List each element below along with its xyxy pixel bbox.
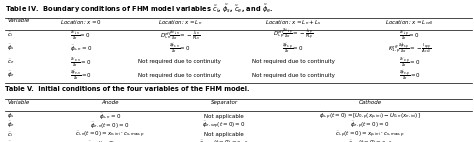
Text: Location: $x = L_n + L_s$: Location: $x = L_n + L_s$	[265, 18, 321, 27]
Text: $K_{1,p}^{eff} \frac{\partial \tilde{\phi}_{s,p}}{\partial x} = -\frac{I_{app}}{: $K_{1,p}^{eff} \frac{\partial \tilde{\ph…	[388, 41, 431, 55]
Text: $\tilde{c}_{e,n}(t=0) = c_{e,0}$: $\tilde{c}_{e,n}(t=0) = c_{e,0}$	[87, 140, 132, 142]
Text: Not required due to continuity: Not required due to continuity	[138, 59, 221, 64]
Text: $\tilde{c}_{e,sep}(t=0) = c_{e,0}$: $\tilde{c}_{e,sep}(t=0) = c_{e,0}$	[200, 139, 249, 142]
Text: $\tilde{\phi}_s$: $\tilde{\phi}_s$	[7, 111, 15, 121]
Text: Location: $x = L_n$: Location: $x = L_n$	[158, 18, 202, 27]
Text: Table IV.  Boundary conditions of FHM model variables $\tilde{c}_i$, $\tilde{\ph: Table IV. Boundary conditions of FHM mod…	[5, 2, 273, 15]
Text: Not required due to continuity: Not required due to continuity	[252, 73, 335, 78]
Text: $\tilde{c}_i$: $\tilde{c}_i$	[7, 30, 13, 39]
Text: Cathode: Cathode	[358, 100, 382, 105]
Text: Not required due to continuity: Not required due to continuity	[138, 73, 221, 78]
Text: $\tilde{\phi}_{e,n}(t=0) = 0$: $\tilde{\phi}_{e,n}(t=0) = 0$	[90, 121, 129, 130]
Text: Not required due to continuity: Not required due to continuity	[252, 59, 335, 64]
Text: Table V.  Initial conditions of the four variables of the FHM model.: Table V. Initial conditions of the four …	[5, 86, 249, 92]
Text: $\frac{\partial \tilde{c}_{e,n}}{\partial x} = 0$: $\frac{\partial \tilde{c}_{e,n}}{\partia…	[70, 55, 91, 69]
Text: $\frac{\partial \tilde{c}_{i,p}}{\partial x} = 0$: $\frac{\partial \tilde{c}_{i,p}}{\partia…	[400, 28, 420, 42]
Text: $\tilde{\phi}_e$: $\tilde{\phi}_e$	[7, 70, 15, 80]
Text: $\tilde{c}_e$: $\tilde{c}_e$	[7, 139, 14, 142]
Text: $\tilde{\phi}_{s,n} = 0$: $\tilde{\phi}_{s,n} = 0$	[99, 111, 121, 121]
Text: $D_{i,n}^{eff} \frac{\partial \tilde{c}_{i,n}}{\partial x} = -\frac{j_{i,n}}{PL_: $D_{i,n}^{eff} \frac{\partial \tilde{c}_…	[160, 28, 200, 42]
Text: $\tilde{\phi}_{e,sep}(t=0) = 0$: $\tilde{\phi}_{e,sep}(t=0) = 0$	[202, 120, 246, 131]
Text: $\frac{\partial \tilde{c}_{e,p}}{\partial x} = 0$: $\frac{\partial \tilde{c}_{e,p}}{\partia…	[399, 55, 420, 69]
Text: $\tilde{\phi}_{e,p}(t=0) = 0$: $\tilde{\phi}_{e,p}(t=0) = 0$	[350, 120, 390, 131]
Text: $\frac{\partial \tilde{\phi}_{s,p}}{\partial x} = 0$: $\frac{\partial \tilde{\phi}_{s,p}}{\par…	[282, 41, 304, 55]
Text: Location: $x = L_{cell}$: Location: $x = L_{cell}$	[385, 18, 434, 27]
Text: $\tilde{\phi}_s$: $\tilde{\phi}_s$	[7, 43, 15, 53]
Text: $\tilde{c}_{e,p}(t=0) = c_{e,0}$: $\tilde{c}_{e,p}(t=0) = c_{e,0}$	[347, 139, 392, 142]
Text: Anode: Anode	[101, 100, 118, 105]
Text: $\tilde{c}_i$: $\tilde{c}_i$	[7, 130, 13, 139]
Text: Variable: Variable	[7, 18, 29, 23]
Text: Variable: Variable	[7, 100, 29, 105]
Text: Not applicable: Not applicable	[204, 113, 244, 119]
Text: $\frac{\partial \tilde{\phi}_{e,p}}{\partial x} = 0$: $\frac{\partial \tilde{\phi}_{e,p}}{\par…	[399, 68, 421, 82]
Text: Separator: Separator	[210, 100, 238, 105]
Text: $\tilde{\phi}_{s,n} = 0$: $\tilde{\phi}_{s,n} = 0$	[70, 44, 91, 53]
Text: $\tilde{\phi}_e$: $\tilde{\phi}_e$	[7, 120, 15, 130]
Text: $\frac{\partial \tilde{\phi}_{e,n}}{\partial x} = 0$: $\frac{\partial \tilde{\phi}_{e,n}}{\par…	[70, 68, 91, 82]
Text: Location: $x = 0$: Location: $x = 0$	[60, 18, 101, 26]
Text: $\tilde{c}_{i,n}(t=0) = x_{n,ini} \cdot c_{s,max,p}$: $\tilde{c}_{i,n}(t=0) = x_{n,ini} \cdot …	[75, 130, 145, 140]
Text: Not applicable: Not applicable	[204, 132, 244, 137]
Text: $\frac{\partial \tilde{\phi}_{s,n}}{\partial x} = 0$: $\frac{\partial \tilde{\phi}_{s,n}}{\par…	[169, 41, 191, 55]
Text: $\frac{\partial \tilde{c}_{i,n}}{\partial x} = 0$: $\frac{\partial \tilde{c}_{i,n}}{\partia…	[70, 28, 91, 42]
Text: $D_{i,p}^{eff} \frac{\partial \tilde{c}_{i,p}}{\partial x} = -\frac{j_{i,p}}{PL_: $D_{i,p}^{eff} \frac{\partial \tilde{c}_…	[273, 27, 313, 42]
Text: $\tilde{\phi}_{s,p}(t=0) = [U_{0,p}(x_{p,ini}) - U_{0,n}(x_{n,ini})]$: $\tilde{\phi}_{s,p}(t=0) = [U_{0,p}(x_{p…	[319, 110, 421, 122]
Text: $\tilde{c}_{i,p}(t=0) = x_{p,ini} \cdot c_{s,max,p}$: $\tilde{c}_{i,p}(t=0) = x_{p,ini} \cdot …	[335, 130, 405, 140]
Text: $\tilde{c}_e$: $\tilde{c}_e$	[7, 57, 14, 66]
